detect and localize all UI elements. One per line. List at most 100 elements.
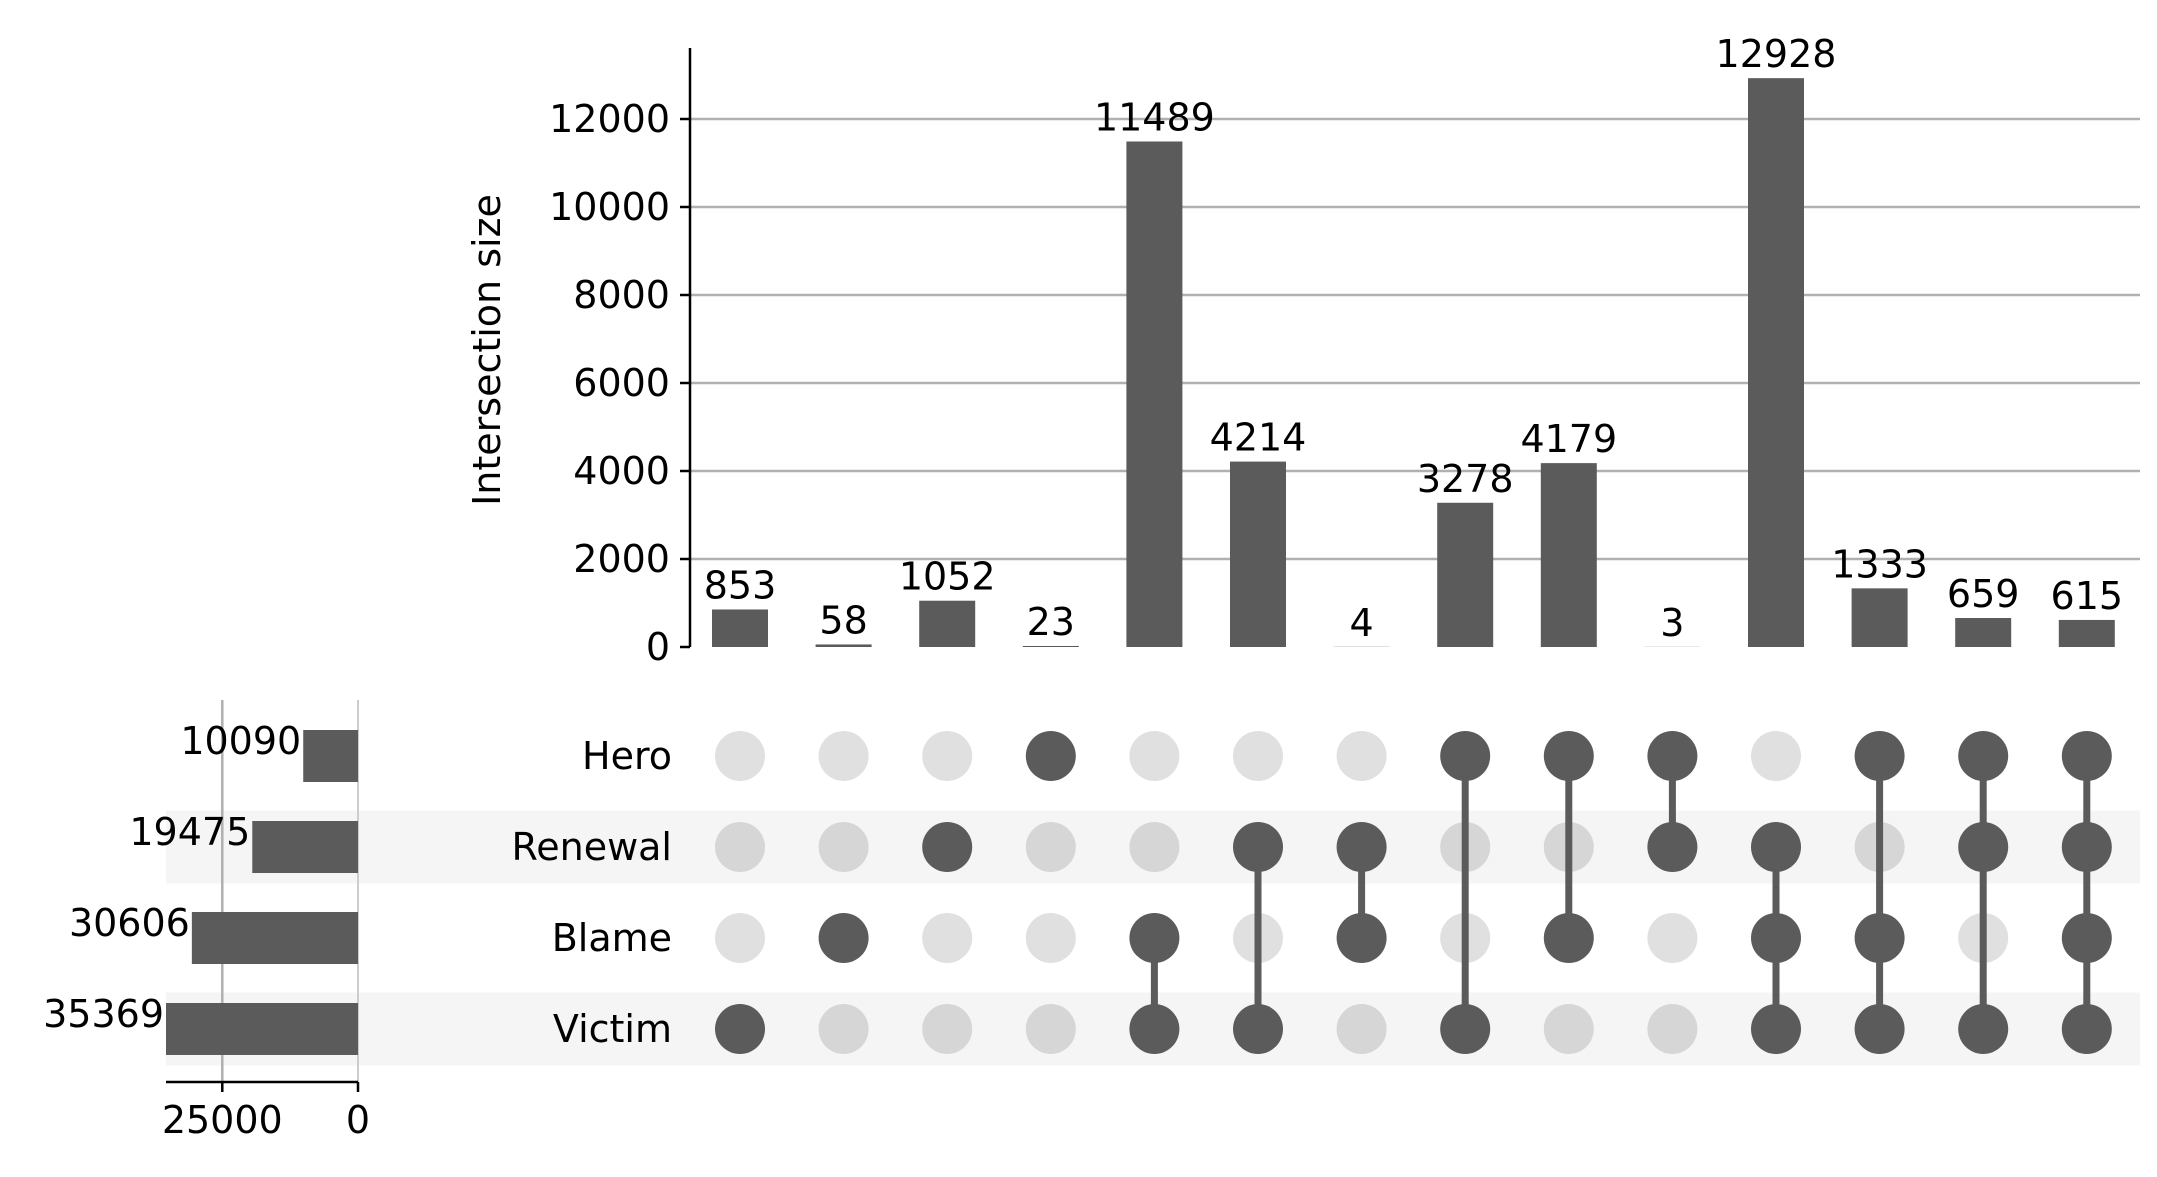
intersection-bar-8 (1437, 502, 1494, 647)
matrix-dot-active (2061, 731, 2112, 781)
intersection-matrix (715, 731, 2112, 1054)
set-size-bars: 10090 19475 30606 35369 (43, 700, 359, 1082)
set-size-bar-hero (303, 730, 358, 782)
matrix-dot-active (1647, 731, 1698, 781)
matrix-dot-inactive (922, 1004, 973, 1054)
y-tick-label-10000: 10000 (549, 185, 670, 229)
set-size-value-victim: 35369 (43, 992, 164, 1036)
set-label-victim: Victim (553, 1007, 672, 1051)
intersection-value-6: 4214 (1210, 416, 1307, 460)
matrix-dot-active (1751, 822, 1801, 872)
matrix-dot-active (922, 822, 973, 872)
set-tick-label-0: 0 (346, 1098, 370, 1142)
matrix-column-9 (1543, 731, 1594, 1054)
matrix-column-4 (1025, 731, 1076, 1054)
intersection-bar-4 (1022, 645, 1079, 647)
matrix-column-2 (818, 731, 869, 1054)
matrix-dot-inactive (1751, 731, 1801, 781)
intersection-value-12: 1333 (1831, 542, 1928, 586)
y-tick-label-12000: 12000 (549, 97, 670, 141)
matrix-column-3 (922, 731, 973, 1054)
matrix-column-13 (1958, 731, 2009, 1054)
matrix-dot-inactive (1336, 731, 1387, 781)
matrix-dot-inactive (1025, 822, 1076, 872)
intersection-size-axis: 0 2000 4000 6000 8000 10000 12000 Intersection… (465, 48, 692, 669)
matrix-dot-active (715, 1004, 765, 1054)
matrix-dot-active (1854, 1004, 1905, 1054)
matrix-dot-inactive (1336, 1004, 1387, 1054)
matrix-dot-inactive (1129, 822, 1180, 872)
matrix-dot-active (1129, 1004, 1180, 1054)
matrix-dot-inactive (1233, 731, 1283, 781)
matrix-dot-active (1233, 822, 1283, 872)
set-label-hero: Hero (582, 734, 672, 778)
matrix-dot-active (1440, 1004, 1491, 1054)
intersection-bar-14 (2058, 619, 2115, 647)
matrix-dot-active (1543, 913, 1594, 963)
set-size-value-blame: 30606 (69, 901, 190, 945)
intersection-value-14: 615 (2051, 574, 2124, 618)
y-tick-label-0: 0 (646, 625, 670, 669)
matrix-dot-active (1129, 913, 1180, 963)
matrix-column-12 (1854, 731, 1905, 1054)
intersection-bar-13 (1955, 618, 2012, 647)
matrix-dot-inactive (818, 822, 869, 872)
intersection-bar-6 (1230, 461, 1286, 647)
matrix-column-6 (1233, 731, 1283, 1054)
matrix-dot-active (2061, 913, 2112, 963)
matrix-dot-inactive (922, 913, 973, 963)
matrix-dot-inactive (818, 731, 869, 781)
intersection-axis-title: Intersection size (465, 194, 509, 506)
intersection-value-10: 3 (1660, 601, 1684, 645)
matrix-dot-active (1336, 913, 1387, 963)
matrix-dot-inactive (715, 822, 765, 872)
matrix-dot-active (1647, 822, 1698, 872)
intersection-bars (712, 78, 2115, 648)
intersection-value-13: 659 (1947, 572, 2020, 616)
matrix-dot-inactive (1543, 1004, 1594, 1054)
y-tick-label-6000: 6000 (573, 361, 670, 405)
matrix-column-14 (2061, 731, 2112, 1054)
matrix-dot-active (2061, 1004, 2112, 1054)
intersection-bar-11 (1748, 78, 1804, 648)
intersection-value-5: 11489 (1094, 95, 1215, 139)
matrix-dot-active (1958, 731, 2009, 781)
matrix-column-11 (1751, 731, 1801, 1054)
matrix-dot-inactive (1025, 913, 1076, 963)
intersection-bar-1 (712, 609, 768, 647)
matrix-dot-active (1854, 913, 1905, 963)
intersection-bar-5 (1126, 141, 1183, 647)
intersection-bar-9 (1540, 463, 1597, 647)
set-size-bar-renewal (252, 821, 358, 873)
matrix-dot-active (2061, 822, 2112, 872)
matrix-dot-inactive (1025, 1004, 1076, 1054)
matrix-column-7 (1336, 731, 1387, 1054)
y-tick-label-4000: 4000 (573, 449, 670, 493)
intersection-value-4: 23 (1027, 600, 1075, 644)
set-size-value-hero: 10090 (180, 719, 301, 763)
matrix-dot-inactive (1129, 731, 1180, 781)
intersection-value-3: 1052 (899, 555, 996, 599)
matrix-dot-inactive (818, 1004, 869, 1054)
matrix-column-10 (1647, 731, 1698, 1054)
matrix-dot-active (1543, 731, 1594, 781)
matrix-dot-active (1751, 913, 1801, 963)
set-size-bar-blame (191, 912, 358, 964)
matrix-dot-active (1440, 731, 1491, 781)
intersection-bar-3 (919, 600, 976, 647)
matrix-dot-active (1336, 822, 1387, 872)
matrix-dot-active (1233, 1004, 1283, 1054)
matrix-dot-inactive (715, 913, 765, 963)
matrix-dot-active (1751, 1004, 1801, 1054)
set-label-renewal: Renewal (512, 825, 672, 869)
set-size-value-renewal: 19475 (129, 810, 250, 854)
y-tick-label-2000: 2000 (573, 537, 670, 581)
matrix-dot-active (1958, 822, 2009, 872)
intersection-bar-12 (1851, 588, 1908, 647)
matrix-column-1 (715, 731, 765, 1054)
matrix-dot-inactive (715, 731, 765, 781)
grid-lines (690, 117, 2140, 561)
y-tick-label-8000: 8000 (573, 273, 670, 317)
